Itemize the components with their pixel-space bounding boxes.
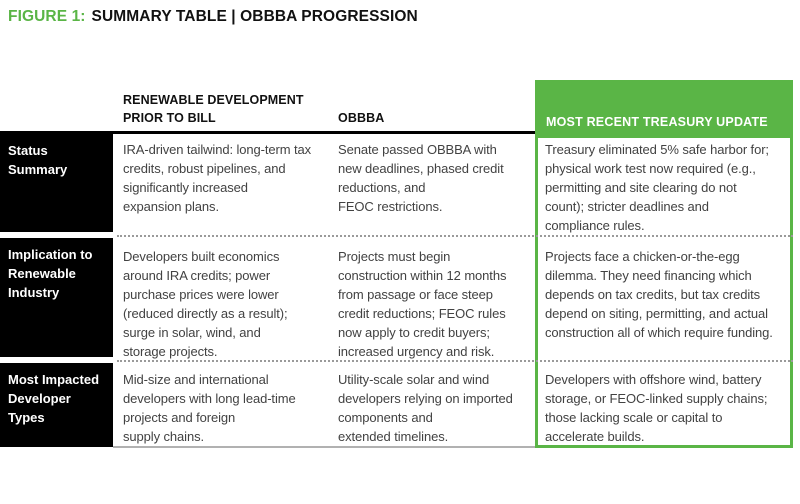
row-header-status-summary: Status Summary [0,134,113,232]
row-separator-1 [117,235,793,237]
cell-status-treasury: Treasury eliminated 5% safe harbor for; … [545,142,769,233]
column-header-prior-to-bill: RENEWABLE DEVELOPMENT PRIOR TO BILL [123,93,304,125]
table-top-border [0,131,535,134]
column-header-obbba: OBBBA [338,111,385,125]
table-bottom-border [113,446,535,448]
cell-status-obbba: Senate passed OBBBA with new deadlines, … [338,142,504,214]
cell-implication-obbba: Projects must begin construction within … [338,249,507,359]
cell-implication-treasury: Projects face a chicken-or-the-egg dilem… [545,249,773,340]
cell-status-prior: IRA-driven tailwind: long-term tax credi… [123,142,312,214]
column-header-treasury: MOST RECENT TREASURY UPDATE [538,83,790,138]
cell-developers-obbba: Utility-scale solar and wind developers … [338,372,513,444]
figure-title-label: FIGURE 1: [8,8,86,25]
cell-developers-prior: Mid-size and international developers wi… [123,372,296,444]
row-separator-2 [117,360,793,362]
figure-title-text: SUMMARY TABLE | OBBBA PROGRESSION [91,8,418,25]
cell-developers-treasury: Developers with offshore wind, battery s… [545,372,768,444]
row-header-developer-types: Most Impacted Developer Types [0,363,113,447]
row-header-implication: Implication to Renewable Industry [0,238,113,357]
figure-title: FIGURE 1: SUMMARY TABLE | OBBBA PROGRESSI… [8,8,418,26]
cell-implication-prior: Developers built economics around IRA cr… [123,249,288,359]
treasury-column-panel: MOST RECENT TREASURY UPDATE [535,80,793,448]
column-header-treasury-label: MOST RECENT TREASURY UPDATE [546,115,768,129]
